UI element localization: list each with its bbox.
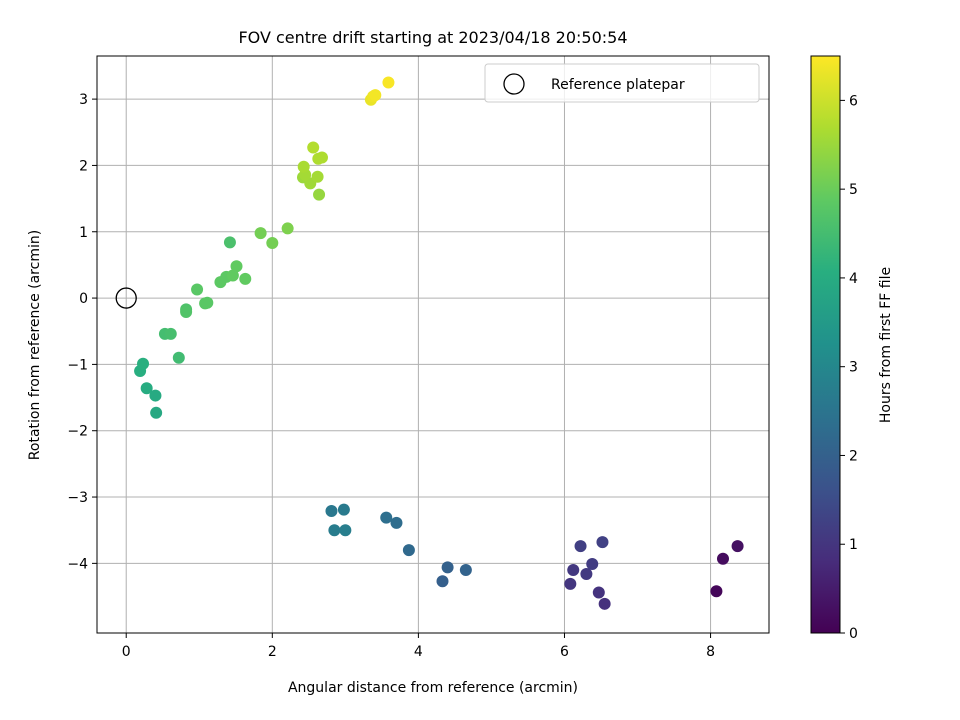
data-point (586, 558, 599, 571)
data-point (307, 141, 320, 154)
data-points (115, 76, 744, 610)
x-axis-label: Angular distance from reference (arcmin) (288, 680, 578, 696)
x-tick-label: 6 (560, 644, 569, 660)
data-point (297, 160, 310, 173)
y-tick-label: −2 (67, 424, 88, 440)
y-axis-label: Rotation from reference (arcmin) (27, 230, 43, 460)
data-point (140, 382, 153, 395)
data-point (311, 170, 324, 183)
chart-title: FOV centre drift starting at 2023/04/18 … (238, 28, 627, 47)
data-point (226, 269, 239, 282)
data-point (459, 563, 472, 576)
colorbar-tick-label: 0 (849, 626, 858, 642)
data-point (313, 188, 326, 201)
colorbar-ticks: 0 1 2 3 4 5 6 (840, 93, 858, 642)
data-point (254, 227, 267, 240)
data-point (598, 597, 611, 610)
data-point (172, 351, 185, 364)
y-axis: −4 −3 −2 −1 0 1 2 3 (67, 92, 97, 572)
data-point (191, 283, 204, 296)
data-point (567, 563, 580, 576)
y-tick-label: 3 (79, 92, 88, 108)
data-point (230, 260, 243, 273)
data-point (149, 389, 162, 402)
data-point (716, 552, 729, 565)
colorbar-tick-label: 3 (849, 360, 858, 376)
data-point (441, 561, 454, 574)
y-tick-label: 2 (79, 158, 88, 174)
data-point (325, 504, 338, 517)
data-point (710, 585, 723, 598)
data-point (731, 540, 744, 553)
x-tick-label: 2 (268, 644, 277, 660)
legend: Reference platepar (484, 63, 760, 103)
data-point (137, 357, 150, 370)
legend-marker-open-circle (503, 73, 525, 95)
y-tick-label: −4 (67, 556, 88, 572)
data-point (436, 575, 449, 588)
colorbar-tick-label: 2 (849, 448, 858, 464)
data-point (337, 503, 350, 516)
data-point (580, 567, 593, 580)
data-point (596, 536, 609, 549)
y-tick-label: −1 (67, 357, 88, 373)
x-axis: 0 2 4 6 8 (122, 633, 715, 660)
data-point (390, 516, 403, 529)
grid-lines (97, 56, 769, 633)
data-point (239, 272, 252, 285)
data-point (564, 577, 577, 590)
legend-label-reference-platepar: Reference platepar (551, 77, 685, 93)
colorbar: 0 1 2 3 4 5 6 Hours from first FF file (810, 55, 894, 642)
data-point (266, 237, 279, 250)
data-point (164, 327, 177, 340)
data-point (201, 296, 214, 309)
colorbar-tick-label: 1 (849, 537, 858, 553)
colorbar-tick-label: 6 (849, 93, 858, 109)
data-point (150, 406, 163, 419)
x-tick-label: 8 (706, 644, 715, 660)
colorbar-tick-label: 5 (849, 182, 858, 198)
data-point (223, 236, 236, 249)
x-tick-label: 4 (414, 644, 423, 660)
data-point (382, 76, 395, 89)
x-tick-label: 0 (122, 644, 131, 660)
data-point (339, 524, 352, 537)
legend-box (484, 63, 760, 103)
y-tick-label: −3 (67, 490, 88, 506)
data-point (180, 306, 193, 319)
data-point (281, 222, 294, 235)
y-tick-label: 0 (79, 291, 88, 307)
y-tick-label: 1 (79, 225, 88, 241)
reference-platepar-marker (115, 287, 137, 309)
data-point (328, 524, 341, 537)
plot-area-frame (96, 55, 770, 634)
data-point (315, 151, 328, 164)
data-point (402, 544, 415, 557)
data-point (380, 511, 393, 524)
data-point (574, 540, 587, 553)
colorbar-tick-label: 4 (849, 271, 858, 287)
data-point (592, 586, 605, 599)
data-point (369, 89, 382, 102)
colorbar-gradient (810, 55, 841, 634)
colorbar-label: Hours from first FF file (878, 267, 894, 423)
